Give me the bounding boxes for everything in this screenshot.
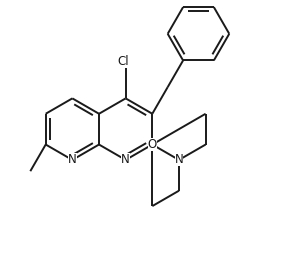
Text: O: O (148, 138, 157, 151)
Text: N: N (121, 153, 130, 167)
Text: N: N (175, 153, 183, 167)
Text: Cl: Cl (117, 55, 129, 68)
Text: N: N (68, 153, 77, 167)
